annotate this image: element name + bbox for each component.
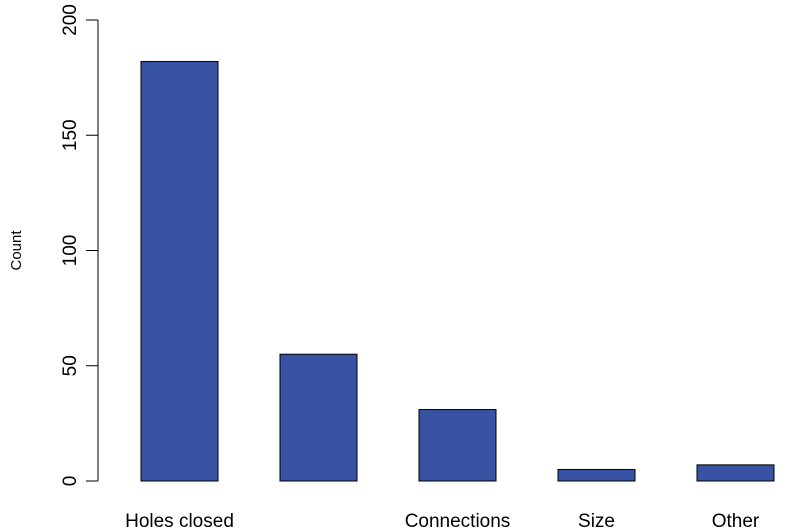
y-tick-label-4: 200 xyxy=(60,4,81,36)
bar-0 xyxy=(140,60,219,482)
bar-4 xyxy=(696,464,775,482)
x-tick-label-0: Holes closed xyxy=(125,511,234,529)
bar-1 xyxy=(279,353,358,482)
y-axis-label: Count xyxy=(8,230,25,271)
y-tick-label-3: 150 xyxy=(60,119,81,151)
bar-2 xyxy=(418,409,497,482)
bar-3 xyxy=(557,468,636,482)
x-tick-label-3: Size xyxy=(578,511,615,529)
x-tick-labels: Holes closed Connections Size Other xyxy=(125,511,760,529)
x-tick-label-2: Connections xyxy=(405,511,511,529)
y-tick-label-0: 0 xyxy=(60,476,81,487)
x-tick-label-4: Other xyxy=(712,511,760,529)
y-tick-label-2: 100 xyxy=(60,235,81,267)
y-tick-label-1: 50 xyxy=(60,355,81,376)
y-axis: 0 50 100 150 200 xyxy=(60,4,99,487)
bars xyxy=(140,60,775,482)
